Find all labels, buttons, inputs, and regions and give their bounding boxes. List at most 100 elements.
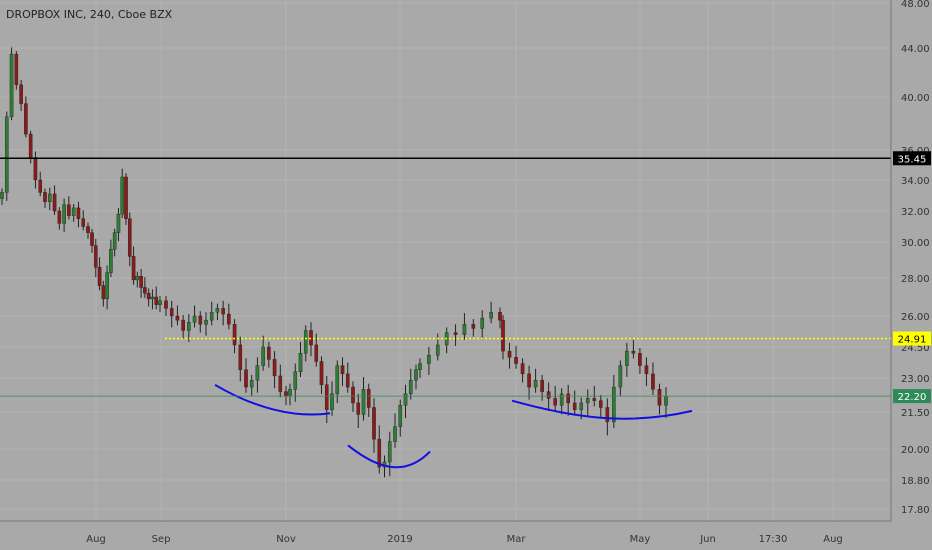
candle [255, 357, 260, 393]
candle [181, 315, 185, 339]
candle-body [664, 395, 668, 406]
candle-body [24, 103, 28, 135]
candle-body [579, 402, 584, 410]
candle-body [314, 344, 319, 362]
candle [489, 301, 493, 324]
y-tick-label: 40.00 [901, 93, 930, 104]
candle [272, 351, 277, 389]
candle-body [169, 308, 174, 317]
candle-body [340, 365, 345, 375]
candle-body [204, 319, 208, 325]
candle [418, 358, 422, 378]
candle-body [71, 207, 76, 216]
candle [501, 315, 505, 360]
candle [221, 300, 225, 326]
candle-body [261, 346, 265, 366]
candle-body [143, 287, 147, 294]
candle-body [618, 365, 623, 388]
candle-body [351, 386, 355, 404]
x-tick-label: Jun [699, 534, 716, 545]
candle [86, 222, 90, 239]
candle-body [19, 84, 23, 104]
candle-body [501, 319, 505, 352]
y-tick-label: 21.50 [901, 408, 930, 419]
candle [408, 368, 413, 400]
candles-layer [0, 47, 668, 478]
horizontal-lines-layer [0, 157, 891, 397]
candle-body [105, 272, 109, 300]
candle-body [387, 441, 392, 463]
y-tick-label: 24.50 [901, 343, 930, 354]
price-tag-35.45 [893, 151, 931, 166]
candle-body [232, 324, 237, 346]
candle-body [81, 218, 86, 227]
candle-body [47, 193, 52, 202]
candle [105, 265, 109, 310]
price-tags-layer: 35.45 24.91 22.20 [893, 151, 931, 404]
candle-body [284, 391, 288, 397]
y-tick-label: 34.00 [901, 176, 930, 187]
candle-body [471, 324, 476, 329]
candle-body [453, 332, 458, 335]
candle [76, 201, 81, 228]
candle [150, 289, 155, 310]
candle [57, 207, 62, 230]
candle [38, 171, 43, 197]
candle [585, 389, 590, 416]
candle-body [164, 300, 168, 309]
candle-body [393, 426, 397, 442]
candle-body [514, 357, 518, 364]
candle-body [480, 317, 485, 329]
candle-body [657, 389, 662, 406]
y-tick-label: 17.80 [901, 505, 930, 516]
right-shoulder-arc [511, 399, 693, 420]
candle [644, 357, 649, 386]
candle [330, 381, 334, 416]
candle [514, 345, 518, 369]
candle [24, 96, 28, 138]
candle-body [124, 176, 128, 219]
candle [471, 319, 476, 337]
candle [43, 188, 47, 208]
candle-body [345, 373, 350, 388]
candle [625, 342, 629, 377]
candle-body [76, 207, 81, 219]
candle-body [435, 344, 440, 356]
left-shoulder-arc [214, 383, 331, 416]
candle-body [398, 405, 403, 428]
time-axis[interactable]: Aug Sep Nov 2019 Mar May Jun 17:30 Aug [86, 534, 843, 545]
candle-body [0, 192, 4, 199]
candle-body [403, 393, 408, 406]
candle [366, 383, 371, 417]
candle [81, 210, 86, 231]
candle-body [255, 365, 260, 381]
price-tag-label: 24.91 [898, 335, 927, 346]
candle-body [154, 296, 159, 305]
candle [227, 303, 231, 330]
candle [261, 335, 265, 371]
candle [139, 269, 143, 298]
candle-body [418, 363, 422, 370]
candle-body [101, 285, 106, 300]
candle [101, 280, 106, 307]
candle-body [489, 312, 493, 319]
candle [97, 257, 102, 291]
candle-body [585, 398, 590, 404]
candle-body [198, 315, 203, 325]
candle-body [57, 210, 62, 224]
y-tick-label: 20.00 [901, 445, 930, 456]
candle [559, 388, 564, 415]
price-axis[interactable]: 48.0044.0040.0036.0034.0032.0030.0028.00… [901, 0, 930, 516]
candle [192, 305, 197, 328]
candle-body [267, 346, 271, 360]
candle-body [625, 350, 629, 366]
y-tick-label: 48.00 [901, 0, 930, 10]
candle-body [14, 53, 19, 85]
candle-body [221, 308, 225, 315]
candle-body [631, 350, 636, 354]
candle-body [135, 276, 140, 281]
candle-body [288, 389, 292, 397]
candle [19, 79, 23, 111]
candle-body [28, 133, 33, 158]
